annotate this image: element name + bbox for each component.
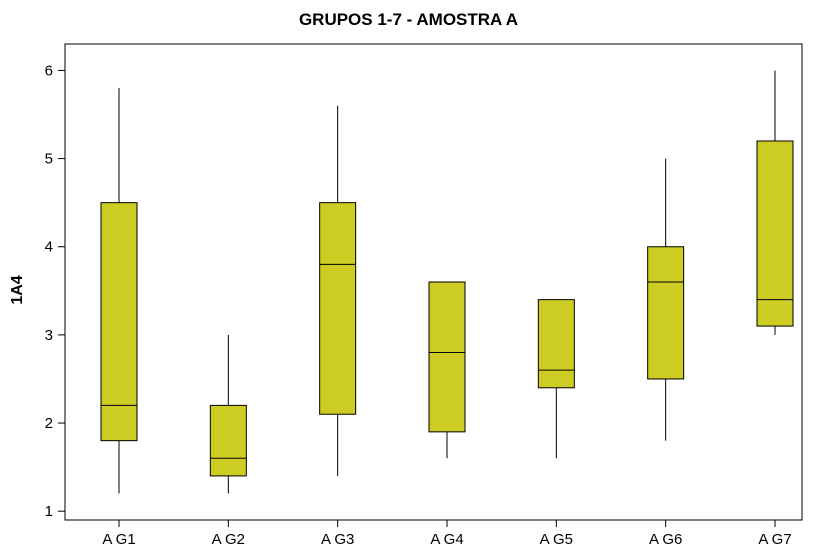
- box-4: [428, 281, 466, 459]
- iqr-box: [647, 246, 685, 380]
- y-axis: 1 2 3 4 5 6: [45, 62, 65, 520]
- chart-title: GRUPOS 1-7 - AMOSTRA A: [298, 10, 519, 29]
- x-tick-label: A G6: [649, 531, 682, 548]
- y-tick-label: 5: [45, 151, 53, 168]
- box-7: [756, 70, 794, 335]
- x-tick-label: A G5: [540, 531, 573, 548]
- iqr-box: [756, 140, 794, 327]
- iqr-box: [319, 202, 357, 415]
- box-2: [209, 334, 247, 494]
- box-3: [319, 105, 357, 476]
- box-1: [100, 88, 138, 494]
- boxes: [100, 70, 794, 494]
- y-tick-label: 4: [45, 239, 53, 256]
- box-6: [647, 158, 685, 441]
- y-tick-label: 3: [45, 327, 53, 344]
- plot-frame: [64, 43, 803, 521]
- box-5: [537, 299, 575, 459]
- iqr-box: [209, 404, 247, 477]
- x-tick-label: A G7: [758, 531, 791, 548]
- x-tick-label: A G4: [430, 531, 463, 548]
- y-tick-label: 2: [45, 415, 53, 432]
- iqr-box: [537, 299, 575, 389]
- x-tick-label: A G3: [321, 531, 354, 548]
- y-tick-label: 6: [45, 62, 53, 79]
- iqr-box: [428, 281, 466, 433]
- y-tick-label: 1: [45, 503, 53, 520]
- x-axis: A G1 A G2 A G3 A G4 A G5 A G6 A G7: [102, 520, 792, 548]
- x-tick-label: A G1: [102, 531, 135, 548]
- x-tick-label: A G2: [212, 531, 245, 548]
- iqr-box: [100, 202, 138, 442]
